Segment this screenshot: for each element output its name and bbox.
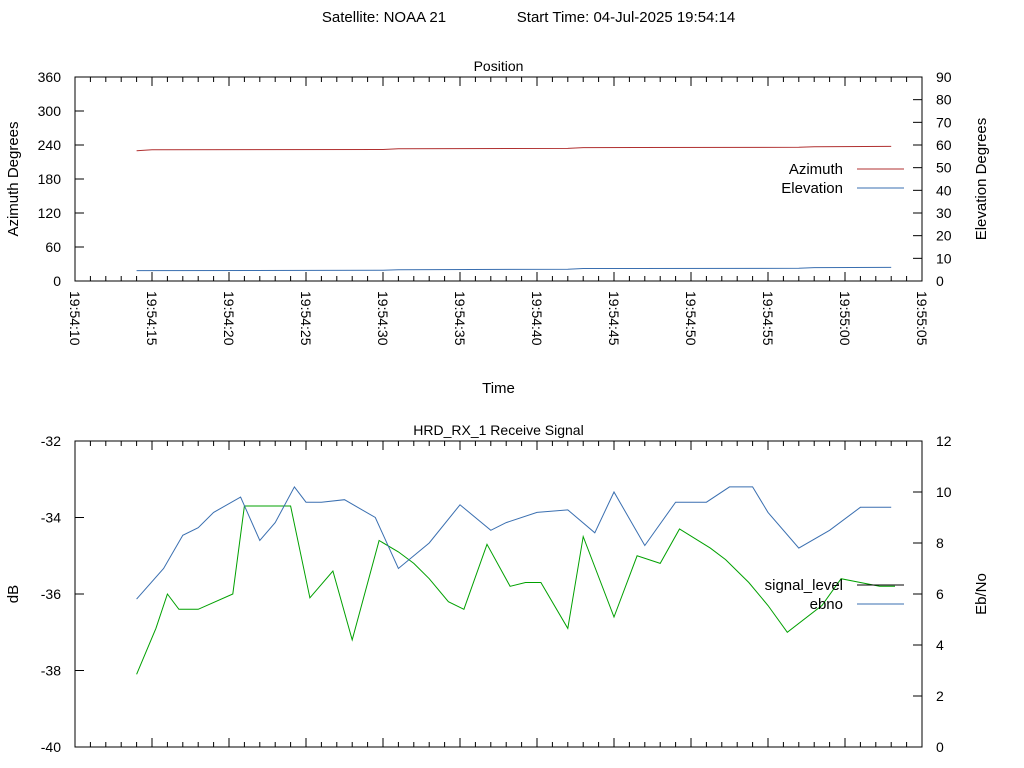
y-tick-label: -36 bbox=[41, 586, 61, 602]
series-line-signal-level bbox=[136, 505, 895, 675]
series-line-azimuth bbox=[136, 145, 892, 152]
start-time-label: Start Time: 04-Jul-2025 19:54:14 bbox=[517, 9, 735, 26]
y2-tick-label: 0 bbox=[936, 739, 944, 755]
y2-tick-label: 10 bbox=[936, 484, 952, 500]
x-tick-label: 19:54:35 bbox=[452, 291, 468, 346]
x-tick-label: 19:54:45 bbox=[606, 291, 622, 346]
receive-signal-chart: HRD_RX_1 Receive Signal -40 -38 -36 -34 -32 0 2… bbox=[5, 422, 990, 755]
x-tick-label: 19:54:40 bbox=[529, 291, 545, 346]
y2-tick-label: 10 bbox=[936, 250, 952, 266]
plot-frame bbox=[74, 440, 923, 748]
y-tick-label: -34 bbox=[41, 510, 61, 526]
x-tick-label: 19:54:10 bbox=[67, 291, 83, 346]
y2-tick-label: 0 bbox=[936, 273, 944, 289]
y-axis-label: dB bbox=[5, 585, 22, 603]
x-tick-label: 19:55:00 bbox=[837, 291, 853, 346]
legend-label: Elevation bbox=[781, 180, 843, 197]
x-axis-ticks bbox=[74, 441, 923, 747]
y2-tick-label: 60 bbox=[936, 137, 952, 153]
series-line-ebno bbox=[136, 485, 892, 600]
y-tick-label: 300 bbox=[38, 103, 62, 119]
y-tick-label: -40 bbox=[41, 739, 61, 755]
legend-label: signal_level bbox=[765, 577, 843, 594]
chart-title: HRD_RX_1 Receive Signal bbox=[413, 422, 583, 438]
y2-tick-label: 70 bbox=[936, 114, 952, 130]
y2-tick-label: 50 bbox=[936, 160, 952, 176]
x-tick-label: 19:54:25 bbox=[298, 291, 314, 346]
y-tick-label: 0 bbox=[53, 273, 61, 289]
series-line-elevation bbox=[136, 266, 892, 272]
chart-title: Position bbox=[474, 58, 524, 74]
y2-tick-label: 4 bbox=[936, 637, 944, 653]
x-tick-label: 19:54:30 bbox=[375, 291, 391, 346]
satellite-label: Satellite: NOAA 21 bbox=[322, 9, 446, 26]
x-tick-label: 19:54:55 bbox=[760, 291, 776, 346]
y-tick-label: 180 bbox=[38, 171, 62, 187]
y2-tick-label: 40 bbox=[936, 182, 952, 198]
y2-tick-label: 12 bbox=[936, 433, 952, 449]
x-tick-label: 19:54:20 bbox=[221, 291, 237, 346]
y-axis-label: Azimuth Degrees bbox=[5, 121, 22, 236]
y-tick-label: 120 bbox=[38, 205, 62, 221]
y2-tick-label: 2 bbox=[936, 688, 944, 704]
x-tick-label: 19:54:15 bbox=[144, 291, 160, 346]
y-tick-label: -32 bbox=[41, 433, 61, 449]
legend-label: ebno bbox=[810, 596, 843, 613]
y2-axis-label: Elevation Degrees bbox=[973, 118, 990, 241]
y-tick-label: 360 bbox=[38, 69, 62, 85]
y2-axis-label: Eb/No bbox=[973, 573, 990, 615]
x-axis-ticks bbox=[74, 77, 923, 281]
x-tick-label: 19:55:05 bbox=[914, 291, 930, 346]
y2-tick-label: 80 bbox=[936, 92, 952, 108]
y2-tick-label: 8 bbox=[936, 535, 944, 551]
plot-frame bbox=[74, 76, 923, 282]
y2-tick-label: 20 bbox=[936, 228, 952, 244]
x-tick-label: 19:54:50 bbox=[683, 291, 699, 346]
legend-label: Azimuth bbox=[789, 161, 843, 178]
legend: Azimuth Elevation bbox=[781, 161, 904, 197]
y2-tick-label: 90 bbox=[936, 69, 952, 85]
y-tick-label: 60 bbox=[45, 239, 61, 255]
y2-tick-label: 30 bbox=[936, 205, 952, 221]
position-chart: Position 19:54:10 19:54:15 19:54:20 19:54:25… bbox=[5, 58, 990, 397]
y-tick-label: -38 bbox=[41, 663, 61, 679]
x-axis-label: Time bbox=[482, 380, 515, 397]
y2-tick-label: 6 bbox=[936, 586, 944, 602]
y-tick-label: 240 bbox=[38, 137, 62, 153]
